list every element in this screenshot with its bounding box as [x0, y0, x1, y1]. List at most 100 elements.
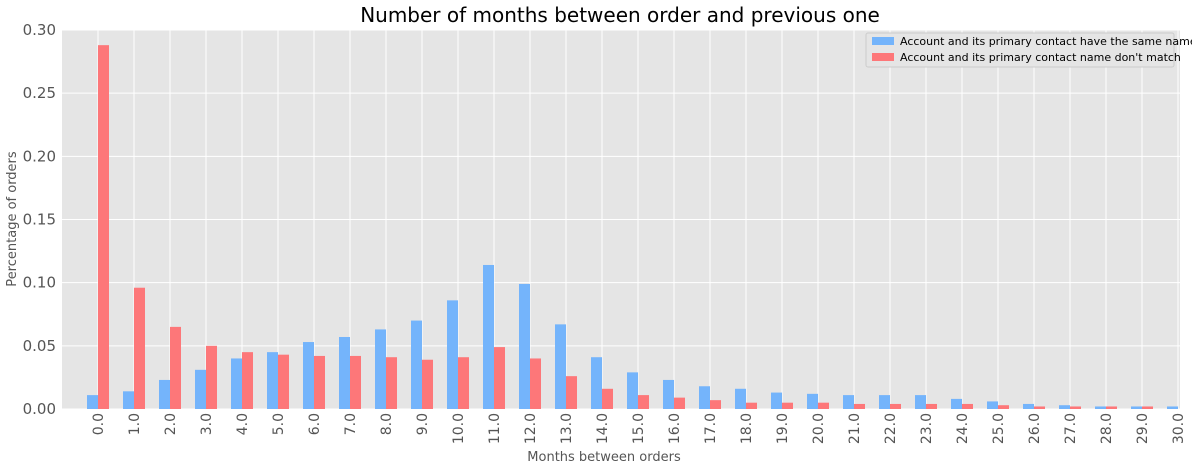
legend: Account and its primary contact have the… — [865, 32, 1192, 68]
x-tick-labels: 0.0 1.0 2.0 3.0 4.0 5.0 6.0 7.0 8.0 9.0 10.0 11.0 12… — [91, 413, 1187, 444]
bar-name-mismatch — [314, 355, 325, 409]
x-tick-label: 1.0 — [127, 413, 143, 435]
y-tick-label: 0.15 — [23, 211, 56, 229]
x-tick-label: 4.0 — [235, 413, 251, 435]
bar-same-name — [159, 379, 170, 409]
bar-name-mismatch — [638, 395, 649, 409]
x-tick-label: 17.0 — [703, 413, 719, 444]
legend-swatch-same-name — [872, 37, 894, 45]
x-tick-label: 2.0 — [163, 413, 179, 435]
x-tick-label: 12.0 — [523, 413, 539, 444]
bar-same-name — [843, 395, 854, 409]
legend-swatch-name-mismatch — [872, 53, 894, 61]
bar-name-mismatch — [746, 402, 757, 409]
x-tick-label: 10.0 — [451, 413, 467, 444]
bar-name-mismatch — [242, 352, 253, 409]
bar-name-mismatch — [350, 355, 361, 409]
y-tick-label: 0.30 — [23, 21, 56, 39]
x-tick-label: 5.0 — [271, 413, 287, 435]
bar-same-name — [915, 395, 926, 409]
y-tick-label: 0.25 — [23, 84, 56, 102]
y-tick-label: 0.00 — [23, 400, 56, 418]
bar-same-name — [303, 342, 314, 409]
bar-same-name — [1095, 406, 1106, 409]
bar-name-mismatch — [386, 357, 397, 409]
bar-same-name — [1131, 406, 1142, 409]
bar-same-name — [627, 372, 638, 409]
bar-name-mismatch — [98, 45, 109, 409]
y-axis-label: Percentage of orders — [5, 151, 20, 287]
x-tick-label: 11.0 — [487, 413, 503, 444]
x-tick-label: 14.0 — [595, 413, 611, 444]
bar-name-mismatch — [1070, 406, 1081, 409]
x-tick-label: 0.0 — [91, 413, 107, 435]
bar-name-mismatch — [530, 358, 541, 409]
bar-name-mismatch — [1034, 406, 1045, 409]
bar-name-mismatch — [566, 376, 577, 409]
x-tick-label: 15.0 — [631, 413, 647, 444]
bar-same-name — [411, 320, 422, 409]
chart-title: Number of months between order and previ… — [360, 3, 880, 27]
bar-name-mismatch — [710, 400, 721, 409]
bar-same-name — [339, 336, 350, 409]
bar-name-mismatch — [674, 397, 685, 409]
bar-same-name — [663, 379, 674, 409]
bar-same-name — [879, 395, 890, 409]
bar-name-mismatch — [494, 347, 505, 409]
bar-same-name — [483, 264, 494, 409]
x-tick-label: 23.0 — [919, 413, 935, 444]
x-tick-label: 16.0 — [667, 413, 683, 444]
x-tick-label: 13.0 — [559, 413, 575, 444]
x-tick-label: 26.0 — [1027, 413, 1043, 444]
bar-same-name — [951, 398, 962, 409]
bar-same-name — [1167, 406, 1178, 409]
x-tick-label: 24.0 — [955, 413, 971, 444]
x-tick-label: 8.0 — [379, 413, 395, 435]
bar-name-mismatch — [854, 403, 865, 409]
bar-same-name — [123, 391, 134, 409]
bar-same-name — [807, 393, 818, 409]
y-tick-label: 0.10 — [23, 274, 56, 292]
bar-name-mismatch — [782, 402, 793, 409]
x-tick-label: 29.0 — [1135, 413, 1151, 444]
x-tick-label: 6.0 — [307, 413, 323, 435]
bar-same-name — [267, 352, 278, 409]
bar-name-mismatch — [278, 354, 289, 409]
bar-same-name — [195, 369, 206, 409]
legend-label-name-mismatch: Account and its primary contact name don… — [900, 51, 1181, 64]
bar-same-name — [519, 283, 530, 409]
bar-same-name — [375, 329, 386, 409]
bar-name-mismatch — [998, 405, 1009, 409]
bar-name-mismatch — [818, 402, 829, 409]
bar-same-name — [591, 357, 602, 409]
y-tick-label: 0.05 — [23, 337, 56, 355]
x-tick-label: 7.0 — [343, 413, 359, 435]
x-tick-label: 25.0 — [991, 413, 1007, 444]
x-tick-label: 22.0 — [883, 413, 899, 444]
bar-same-name — [1059, 405, 1070, 409]
x-tick-label: 28.0 — [1099, 413, 1115, 444]
bars — [87, 45, 1178, 409]
x-tick-label: 27.0 — [1063, 413, 1079, 444]
bar-name-mismatch — [890, 403, 901, 409]
bar-same-name — [231, 358, 242, 409]
legend-label-same-name: Account and its primary contact have the… — [900, 35, 1192, 48]
bar-same-name — [699, 386, 710, 409]
x-tick-label: 21.0 — [847, 413, 863, 444]
x-tick-label: 3.0 — [199, 413, 215, 435]
x-tick-label: 18.0 — [739, 413, 755, 444]
x-tick-label: 30.0 — [1171, 413, 1187, 444]
bar-name-mismatch — [134, 287, 145, 409]
bar-name-mismatch — [458, 357, 469, 409]
bar-name-mismatch — [926, 403, 937, 409]
bar-same-name — [987, 401, 998, 409]
bar-name-mismatch — [206, 345, 217, 409]
bar-same-name — [771, 392, 782, 409]
x-axis-label: Months between orders — [527, 450, 681, 465]
bar-name-mismatch — [1106, 406, 1117, 409]
bar-same-name — [555, 324, 566, 409]
legend-box — [865, 32, 1175, 68]
bar-name-mismatch — [962, 403, 973, 409]
bar-name-mismatch — [1142, 406, 1153, 409]
